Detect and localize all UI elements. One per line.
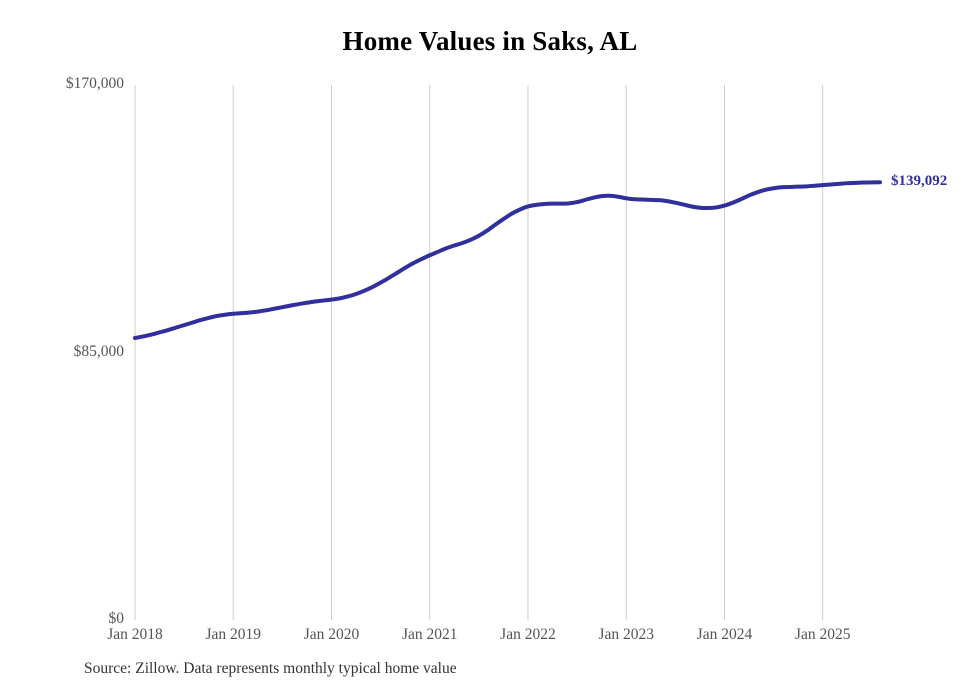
x-tick-2019-01: Jan 2019 <box>205 626 261 643</box>
series-group <box>133 180 882 341</box>
x-tick-2020-01: Jan 2020 <box>303 626 360 643</box>
y-tick-0: $0 <box>108 610 125 627</box>
source-footnote: Source: Zillow. Data represents monthly … <box>84 660 457 677</box>
gridlines-group <box>134 85 824 620</box>
y-tick-170000: $170,000 <box>65 75 124 92</box>
x-tick-2024-01: Jan 2024 <box>696 626 753 643</box>
series-line-0 <box>133 180 882 341</box>
y-tick-85000: $85,000 <box>73 342 124 360</box>
x-tick-2023-01: Jan 2023 <box>598 626 654 643</box>
x-tick-2021-01: Jan 2021 <box>401 626 458 643</box>
x-tick-2018-01: Jan 2018 <box>107 626 163 643</box>
chart-title: Home Values in Saks, AL <box>342 26 638 56</box>
x-tick-2025-01: Jan 2025 <box>794 626 851 643</box>
series-end-value-label: $139,092 <box>891 173 948 190</box>
x-tick-2022-01: Jan 2022 <box>500 626 556 643</box>
